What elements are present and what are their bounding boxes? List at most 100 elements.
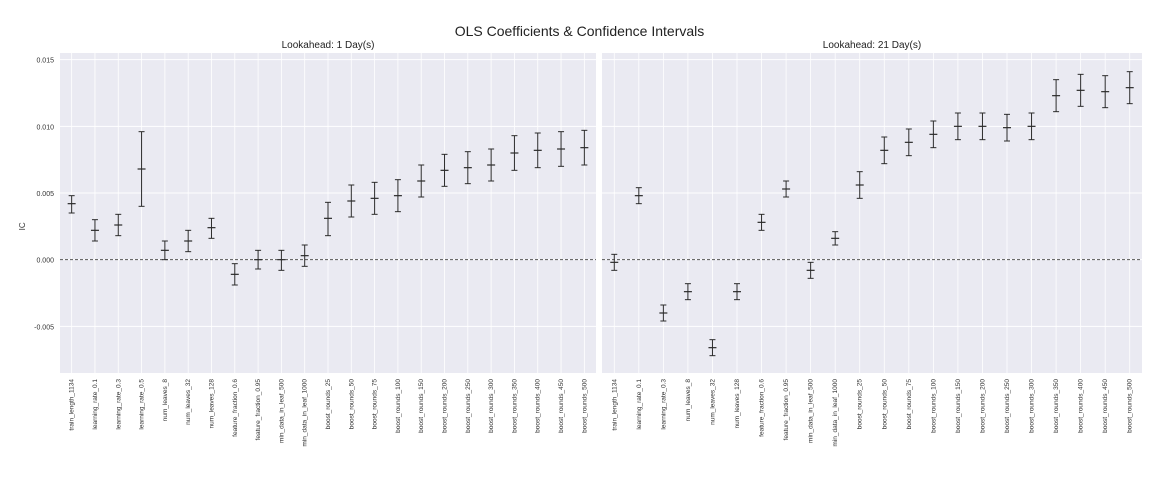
error-bar [806,261,815,279]
x-tick-label: feature_fraction_0.95 [783,379,790,441]
x-tick-label: boost_rounds_300 [488,379,495,433]
x-tick-label: boost_rounds_75 [906,379,913,430]
x-tick-label: num_leaves_128 [208,379,215,429]
x-tick-label: boost_rounds_75 [372,379,379,430]
error-bar [137,131,146,207]
x-tick-label: boost_rounds_500 [1127,379,1134,433]
error-bar [533,132,542,169]
error-bar [1052,79,1061,113]
x-tick-label: boost_rounds_500 [581,379,588,433]
error-bar [1125,71,1134,105]
error-bar [324,201,332,237]
error-bar [953,112,962,141]
error-bar [659,304,668,322]
error-bar [114,213,123,237]
error-bar [978,112,987,141]
x-tick-label: boost_rounds_25 [857,379,864,430]
error-bar [254,249,263,270]
error-bar [855,171,864,199]
x-tick-label: num_leaves_8 [685,379,692,422]
error-bar [557,131,566,167]
figure-title: OLS Coefficients & Confidence Intervals [454,23,705,39]
error-bar [1101,75,1110,109]
error-bar [347,184,356,218]
error-bar [1003,113,1011,142]
x-tick-label: num_leaves_32 [185,379,192,425]
panel-1: Lookahead: 1 Day(s) -0.005 0.000 0.005 0.010… [18,40,596,447]
x-tick-label: boost_rounds_200 [442,379,449,433]
error-bar [207,217,216,239]
x-tick-label: boost_rounds_400 [535,379,542,433]
error-bar [184,229,193,253]
error-bar [733,283,741,301]
x-tick-label: min_data_in_leaf_1000 [832,379,839,447]
y-tick-label: 0.005 [36,191,54,198]
y-tick-label: 0.000 [36,258,54,265]
y-axis-label: IC [18,222,27,230]
error-bar [929,120,938,149]
error-bar [463,151,472,185]
x-tick-label: boost_rounds_50 [348,379,355,430]
error-bar [393,179,402,213]
panel-title: Lookahead: 21 Day(s) [823,40,921,51]
x-tick-label: boost_rounds_450 [1102,379,1109,433]
x-tick-label: learning_rate_0.5 [139,379,146,430]
error-bar [683,283,692,301]
error-bar [634,187,643,205]
panel-2: Lookahead: 21 Day(s) train_length_1134 lea… [602,40,1142,447]
error-bar [90,219,99,242]
error-bar [487,148,496,182]
error-bar [831,231,840,246]
x-tick-label: boost_rounds_25 [325,379,332,430]
x-tick-label: num_leaves_32 [709,379,716,425]
x-tick-label: boost_rounds_400 [1078,379,1085,433]
x-tick-label: boost_rounds_450 [558,379,565,433]
error-bar [277,249,286,271]
error-bar [757,213,766,231]
error-bar [1027,112,1036,141]
error-bar [510,135,519,171]
x-tick-label: boost_rounds_350 [1053,379,1060,433]
error-bar [580,129,589,166]
x-tick-label: boost_rounds_100 [395,379,402,433]
x-tick-label: min_data_in_leaf_500 [808,379,815,443]
y-tick-label: 0.010 [36,124,54,131]
error-bar [230,263,239,286]
x-tick-label: num_leaves_128 [734,379,741,429]
x-tick-label: boost_rounds_100 [930,379,937,433]
y-tick-label: -0.005 [34,324,54,331]
error-bar [708,339,717,357]
x-tick-label: learning_rate_0.1 [636,379,643,430]
error-bar [610,253,619,271]
panel-title: Lookahead: 1 Day(s) [282,40,375,51]
x-tick-label: min_data_in_leaf_500 [278,379,285,443]
error-bar [417,164,426,198]
x-tick-label: feature_fraction_0.6 [232,379,239,437]
x-tick-label: learning_rate_0.3 [115,379,122,430]
x-tick-label: learning_rate_0.3 [660,379,667,430]
x-tick-label: boost_rounds_200 [979,379,986,433]
y-tick-label: 0.015 [36,58,54,65]
x-tick-label: boost_rounds_250 [1004,379,1011,433]
plot-area [602,53,1142,373]
x-tick-label: min_data_in_leaf_1000 [302,379,309,447]
error-bar [880,136,889,165]
x-tick-label: num_leaves_8 [162,379,169,422]
x-tick-label: boost_rounds_150 [418,379,425,433]
x-tick-label: learning_rate_0.1 [92,379,99,430]
error-bar [370,181,379,215]
error-bar [440,153,449,187]
x-tick-label: boost_rounds_150 [955,379,962,433]
error-bar [160,240,169,261]
x-tick-label: feature_fraction_0.6 [759,379,766,437]
error-bar [67,195,76,214]
error-bar [782,180,791,198]
x-tick-label: boost_rounds_250 [465,379,472,433]
x-tick-label: train_length_1134 [69,379,76,431]
x-tick-label: boost_rounds_300 [1029,379,1036,433]
x-tick-label: boost_rounds_350 [511,379,518,433]
error-bar [300,244,309,267]
error-bar [904,128,913,157]
